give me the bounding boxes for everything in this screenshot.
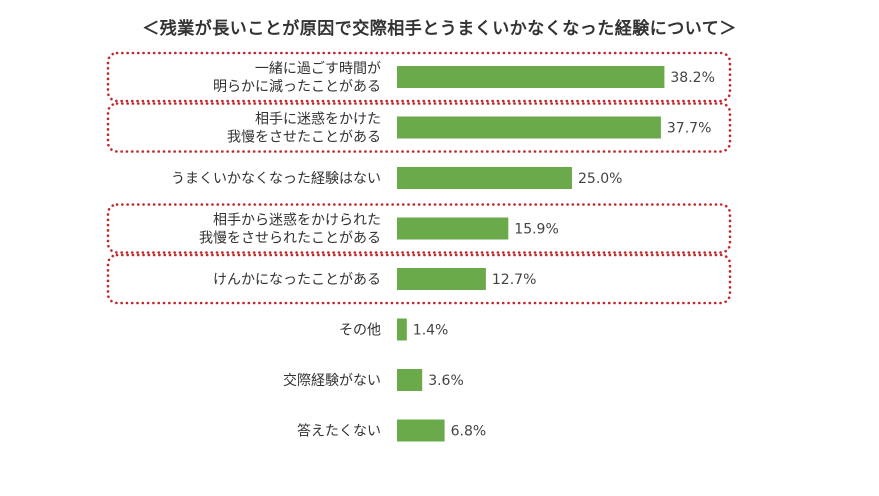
bar [397, 318, 407, 341]
category-label: 相手に迷惑をかけた [255, 112, 381, 128]
category-label: 我慢をさせたことがある [227, 129, 381, 146]
bar [397, 66, 665, 88]
category-label: 我慢をさせられたことがある [199, 230, 381, 247]
bar [397, 419, 445, 442]
bar [397, 167, 572, 189]
highlight-frame [106, 51, 732, 103]
bar [397, 217, 509, 240]
category-label: 一緒に過ごす時間が [255, 61, 381, 77]
value-label: 25.0% [578, 171, 622, 187]
value-label: 6.8% [451, 424, 487, 440]
category-label: けんかになったことがある [213, 272, 381, 288]
value-label: 1.4% [413, 323, 449, 339]
category-label: 明らかに減ったことがある [213, 78, 381, 95]
highlight-frame [106, 203, 732, 254]
value-label: 12.7% [492, 272, 536, 288]
bar [397, 116, 661, 139]
value-label: 37.7% [667, 121, 711, 137]
bar [397, 369, 423, 391]
highlight-frame [106, 253, 732, 305]
bar [397, 268, 486, 290]
category-label: うまくいかなくなった経験はない [171, 171, 381, 187]
value-label: 15.9% [514, 222, 558, 238]
category-label: 答えたくない [297, 423, 381, 440]
chart-title: ＜残業が長いことが原因で交際相手とうまくいかなくなった経験について＞ [142, 19, 737, 39]
category-label: その他 [339, 323, 381, 339]
category-label: 交際経験がない [283, 372, 381, 389]
value-label: 38.2% [670, 70, 714, 86]
highlight-frame [106, 102, 732, 153]
value-label: 3.6% [428, 373, 464, 389]
category-label: 相手から迷惑をかけられた [213, 213, 381, 229]
